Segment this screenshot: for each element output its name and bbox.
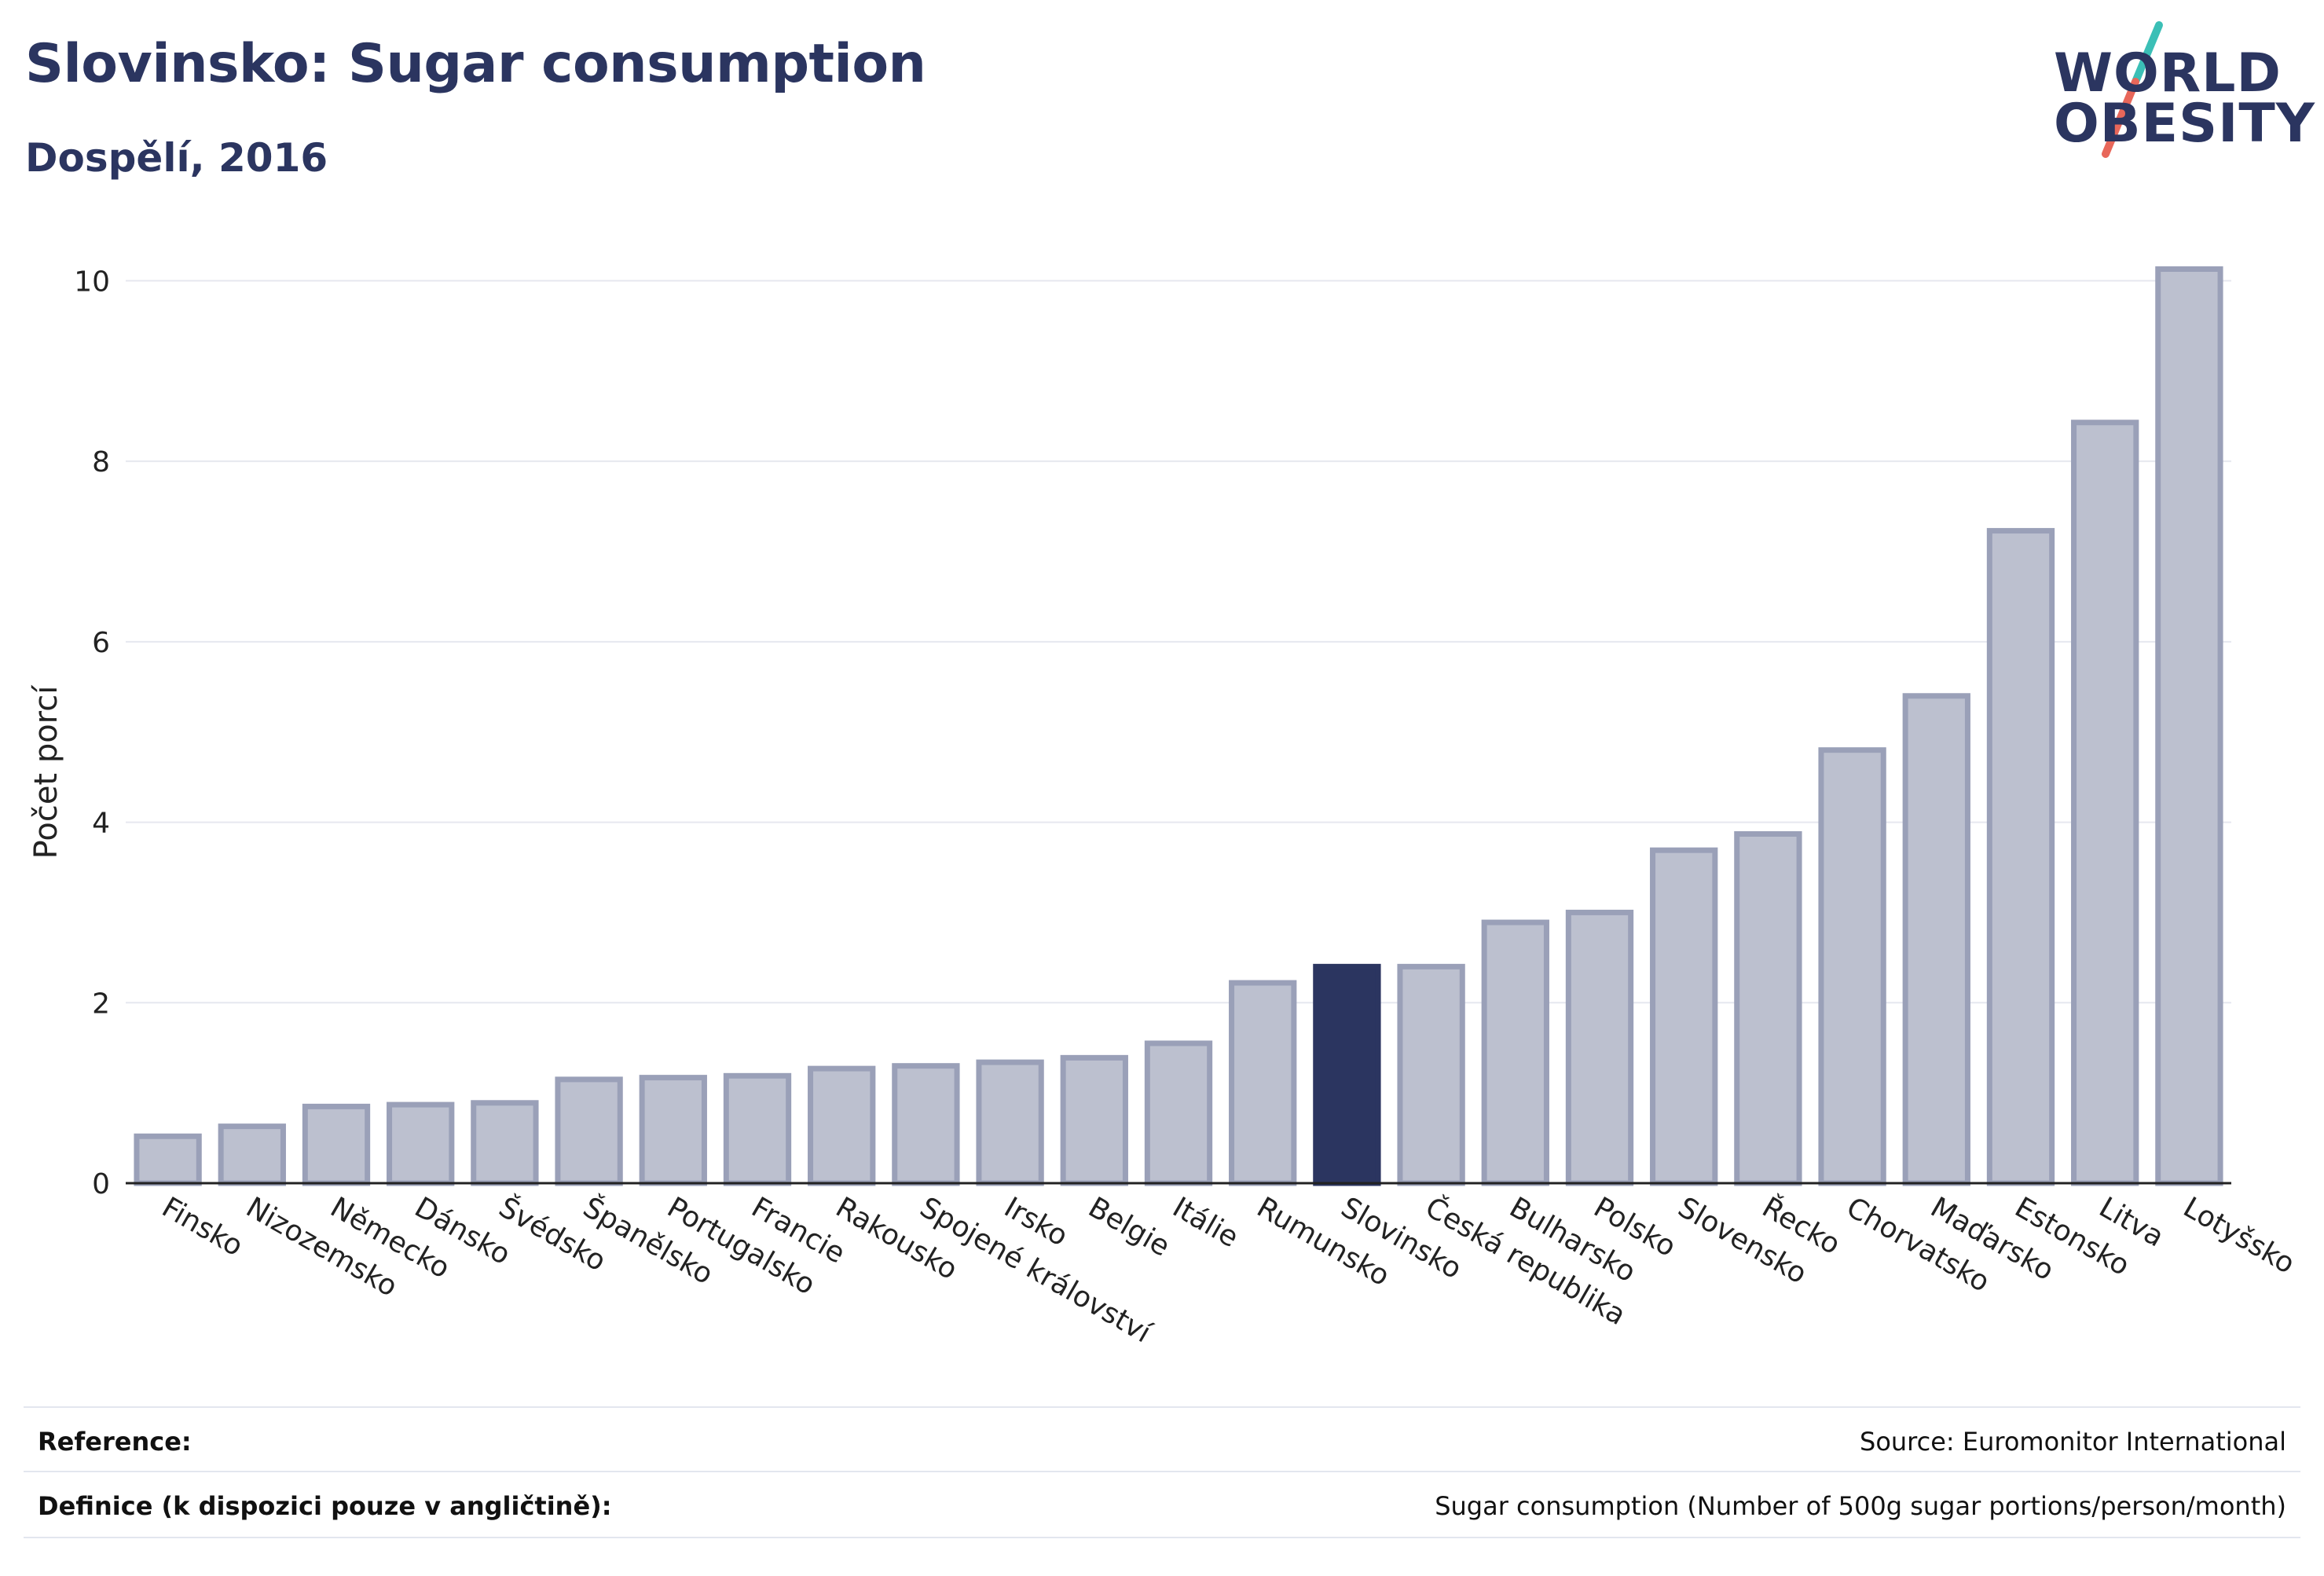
y-tick-label: 4: [92, 808, 110, 840]
x-tick-label: Itálie: [1167, 1191, 1244, 1254]
reference-label: Reference:: [38, 1427, 192, 1457]
bar-country: [808, 1065, 876, 1186]
y-axis-label: Počet porcí: [28, 684, 64, 859]
bar-country: [1734, 831, 1802, 1186]
bar-country: [1986, 528, 2055, 1186]
definition-value: Sugar consumption (Number of 500g sugar …: [1435, 1491, 2286, 1521]
bar-country: [1902, 693, 1970, 1186]
x-tick-label: Lotyšsko: [2178, 1191, 2300, 1280]
y-tick-label: 0: [92, 1168, 110, 1200]
bar-country: [723, 1072, 792, 1186]
bar-country: [892, 1063, 960, 1186]
bar-country: [302, 1103, 371, 1186]
footer-reference-row: Reference: Source: Euromonitor Internati…: [24, 1406, 2300, 1472]
bar-country: [555, 1076, 623, 1186]
bar-country: [471, 1100, 539, 1186]
bar-country: [387, 1101, 455, 1186]
footer-definition-row: Definice (k dispozici pouze v angličtině…: [24, 1471, 2300, 1538]
x-tick-label: Finsko: [156, 1191, 248, 1263]
bar-country: [976, 1059, 1044, 1186]
y-tick-label: 8: [92, 446, 110, 478]
bar-country: [218, 1123, 286, 1186]
logo-word-world: WORLD: [2054, 42, 2282, 104]
bar-country: [1650, 847, 1718, 1186]
bar-country: [2071, 420, 2139, 1186]
logo-word-obesity: OBESITY: [2054, 93, 2315, 155]
bar-country: [2155, 266, 2223, 1186]
y-tick-label: 10: [74, 266, 110, 298]
bar-country: [1144, 1040, 1213, 1186]
bar-highlight: [1313, 963, 1381, 1186]
bar-country: [1397, 963, 1465, 1186]
world-obesity-logo: WORLD OBESITY: [2043, 19, 2315, 168]
logo-slash-icon: [2102, 21, 2163, 158]
reference-value: Source: Euromonitor International: [1860, 1427, 2286, 1457]
bar-country: [1060, 1054, 1128, 1186]
bar-country: [1481, 919, 1549, 1186]
bar-country: [639, 1075, 707, 1186]
chart-title: Slovinsko: Sugar consumption: [25, 33, 926, 95]
y-tick-label: 2: [92, 988, 110, 1020]
chart-subtitle: Dospělí, 2016: [25, 135, 328, 181]
bar-country: [1229, 980, 1297, 1186]
bar-country: [1818, 747, 1886, 1186]
bar-country: [134, 1133, 202, 1186]
y-tick-label: 6: [92, 627, 110, 659]
x-tick-label: Belgie: [1083, 1191, 1175, 1263]
definition-label: Definice (k dispozici pouze v angličtině…: [38, 1491, 612, 1521]
bar-country: [1565, 909, 1634, 1186]
